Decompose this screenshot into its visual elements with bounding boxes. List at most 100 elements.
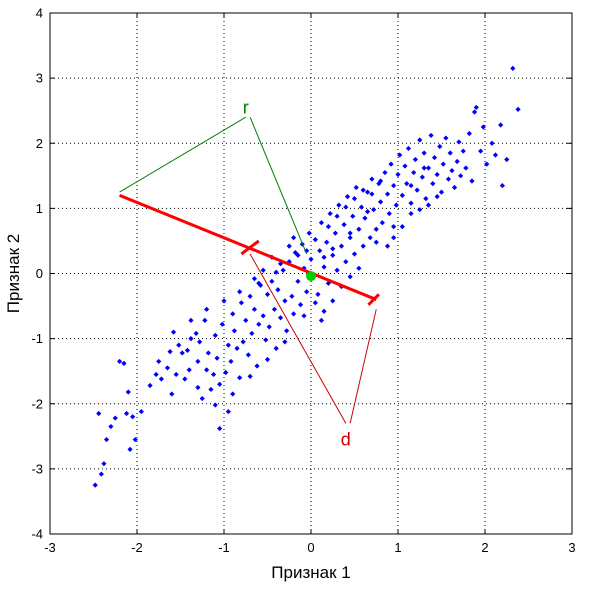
data-point [469, 178, 475, 184]
data-point [356, 265, 362, 271]
data-point [312, 237, 318, 243]
data-point [330, 298, 336, 304]
data-point [391, 224, 397, 230]
x-tick-label: 0 [307, 540, 314, 555]
data-point [156, 358, 162, 365]
data-point [212, 332, 218, 338]
data-point [397, 152, 403, 158]
data-point [376, 181, 382, 187]
data-point [351, 196, 358, 202]
data-point [498, 122, 504, 128]
data-point [402, 163, 408, 169]
data-point [269, 278, 275, 284]
d-label: d [341, 430, 351, 450]
data-point [295, 278, 301, 284]
data-point [384, 191, 391, 197]
data-point [132, 436, 138, 443]
data-point [347, 230, 353, 236]
data-point [408, 182, 414, 189]
data-point [419, 174, 425, 180]
data-point [353, 184, 359, 191]
x-tick-label: -3 [44, 540, 56, 555]
data-point [408, 200, 414, 206]
data-point [167, 349, 173, 355]
data-point [273, 345, 279, 351]
data-point [492, 152, 499, 158]
data-points [92, 65, 521, 488]
data-point [425, 202, 432, 208]
data-point [138, 408, 144, 415]
data-point [489, 140, 495, 146]
data-point [225, 342, 231, 348]
data-point [434, 194, 440, 200]
data-point [324, 239, 330, 245]
data-point [210, 371, 217, 378]
data-point [284, 328, 290, 334]
data-point [395, 171, 401, 178]
x-tick-label: 2 [481, 540, 488, 555]
data-point [321, 264, 327, 270]
data-point [434, 171, 440, 178]
data-point [399, 192, 405, 198]
data-point [169, 391, 175, 397]
data-point [286, 243, 292, 249]
data-point [289, 293, 295, 299]
data-point [379, 220, 385, 226]
data-point [318, 317, 325, 323]
data-point [186, 367, 192, 373]
data-point [393, 202, 399, 208]
data-point [343, 259, 349, 265]
data-point [449, 168, 455, 174]
data-point [176, 342, 182, 348]
data-point [321, 308, 327, 314]
data-point [356, 226, 362, 232]
data-point [96, 410, 102, 417]
data-point [378, 199, 384, 205]
y-tick-label: 1 [36, 201, 43, 216]
data-point [266, 324, 272, 330]
data-point [260, 267, 266, 273]
data-point [371, 207, 377, 213]
data-point [404, 181, 410, 187]
y-tick-label: 3 [36, 71, 43, 86]
d-leader-line [249, 253, 347, 424]
data-point [499, 182, 505, 189]
data-point [199, 395, 205, 402]
data-point [98, 471, 104, 477]
data-point [245, 352, 251, 358]
data-point [388, 161, 394, 167]
data-point [121, 360, 127, 366]
data-point [443, 135, 449, 141]
data-point [219, 321, 225, 327]
data-point [251, 276, 258, 282]
data-point [478, 148, 484, 154]
data-point [338, 243, 345, 249]
data-point [325, 280, 331, 286]
data-point [466, 130, 472, 137]
data-point [188, 336, 194, 342]
data-point [362, 215, 368, 221]
data-point [204, 367, 210, 373]
data-point [280, 267, 286, 273]
data-point [369, 191, 375, 197]
data-point [330, 246, 336, 252]
data-point [301, 313, 307, 319]
data-point [264, 356, 271, 363]
segment-tick-mark [367, 293, 380, 306]
data-point [417, 137, 423, 143]
data-point [101, 461, 107, 467]
data-point [456, 139, 462, 145]
data-point [243, 317, 249, 323]
y-tick-label: 2 [36, 136, 43, 151]
data-point [391, 182, 397, 189]
data-point [364, 189, 371, 195]
data-point [195, 358, 201, 365]
data-point [447, 150, 453, 156]
data-point [179, 350, 185, 356]
data-point [318, 220, 325, 226]
x-tick-label: 3 [568, 540, 575, 555]
data-point [127, 446, 133, 452]
data-point [263, 337, 269, 343]
